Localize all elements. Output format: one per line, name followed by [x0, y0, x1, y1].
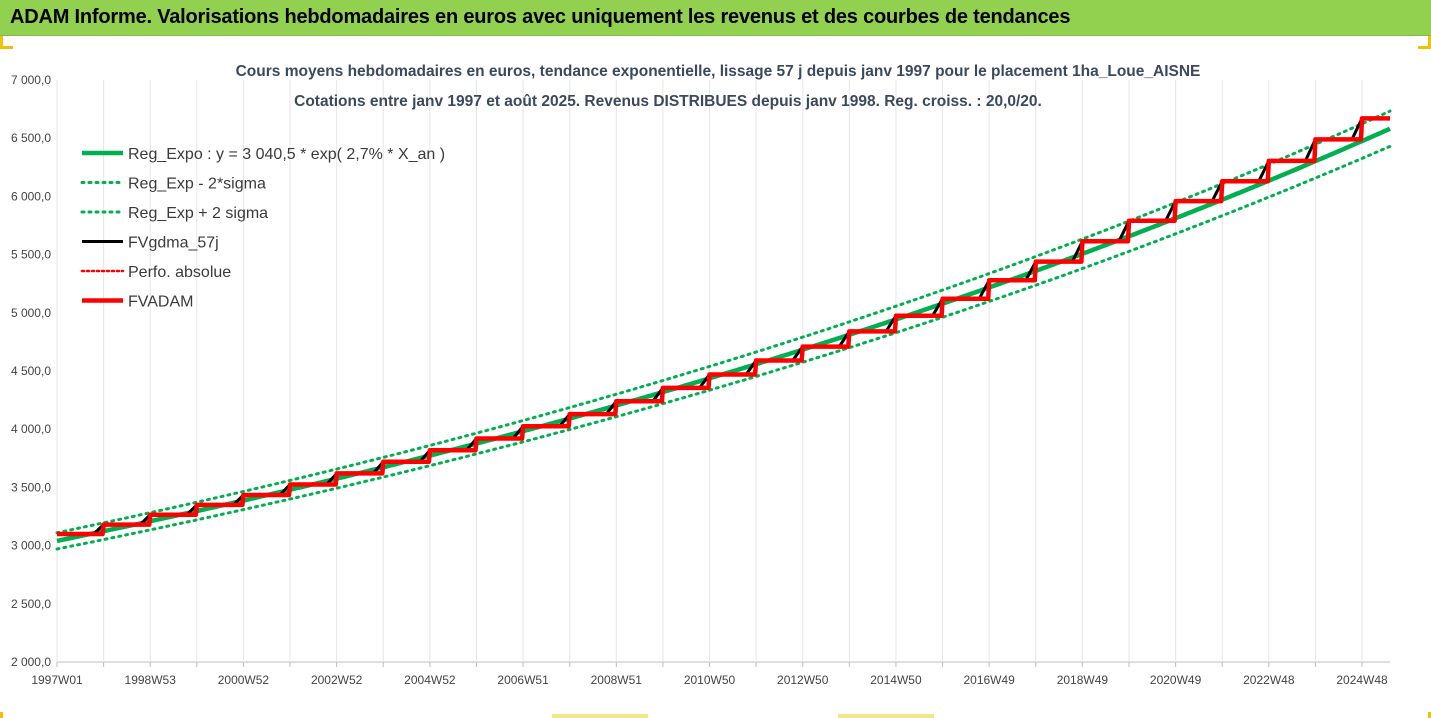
y-tick-labels: 2 000,0 2 500,0 3 000,0 3 500,0 4 000,0 4 500… [11, 73, 51, 669]
y-tick-label: 6 500,0 [11, 131, 51, 145]
chart-svg: Cours moyens hebdomadaires en euros, ten… [11, 63, 1392, 687]
y-tick-label: 2 000,0 [11, 655, 51, 669]
corner-marker-right [1418, 36, 1431, 49]
corner-marker-left [0, 36, 13, 49]
chart-area: Cours moyens hebdomadaires en euros, ten… [0, 36, 1431, 718]
legend: Reg_Expo : y = 3 040,5 * exp( 2,7% * X_a… [80, 146, 445, 311]
x-tick-label: 2010W50 [684, 673, 736, 687]
sheet-handle-left [552, 714, 648, 718]
legend-label: FVADAM [128, 294, 193, 311]
legend-label: Reg_Exp - 2*sigma [128, 176, 266, 193]
y-tick-label: 3 000,0 [11, 539, 51, 553]
x-tick-label: 2018W49 [1057, 673, 1109, 687]
y-tick-label: 5 000,0 [11, 306, 51, 320]
y-tick-label: 5 500,0 [11, 248, 51, 262]
corner-marker-bottom-right [1418, 712, 1431, 718]
x-tick-label: 1998W53 [125, 673, 177, 687]
y-tick-label: 4 000,0 [11, 422, 51, 436]
y-tick-label: 7 000,0 [11, 73, 51, 87]
series-fvadam [57, 116, 1390, 537]
y-tick-label: 6 000,0 [11, 189, 51, 203]
x-tick-label: 2020W49 [1150, 673, 1202, 687]
x-tick-label: 2006W51 [497, 673, 549, 687]
x-tick-label: 2002W52 [311, 673, 363, 687]
report-title: ADAM Informe. Valorisations hebdomadaire… [10, 6, 1071, 28]
x-tick-label: 2024W48 [1336, 673, 1388, 687]
legend-label: FVgdma_57j [128, 235, 219, 252]
y-tick-label: 4 500,0 [11, 364, 51, 378]
x-tick-label: 2008W51 [591, 673, 643, 687]
grid-layer [56, 80, 1390, 667]
x-tick-label: 2022W48 [1243, 673, 1295, 687]
y-tick-label: 3 500,0 [11, 480, 51, 494]
y-tick-label: 2 500,0 [11, 597, 51, 611]
legend-label: Reg_Exp + 2 sigma [128, 205, 268, 222]
chart-title: Cours moyens hebdomadaires en euros, ten… [236, 63, 1201, 80]
series-reg-exp-minus-2sigma [55, 144, 1392, 551]
report-banner: ADAM Informe. Valorisations hebdomadaire… [0, 0, 1431, 36]
series-reg-exp-plus-2sigma [55, 109, 1392, 535]
legend-label: Reg_Expo : y = 3 040,5 * exp( 2,7% * X_a… [128, 146, 445, 163]
sheet-handle-right [838, 714, 934, 718]
x-tick-label: 1997W01 [31, 673, 83, 687]
x-tick-label: 2004W52 [404, 673, 456, 687]
corner-marker-bottom-left [0, 712, 13, 718]
x-tick-label: 2012W50 [777, 673, 829, 687]
x-tick-label: 2014W50 [870, 673, 922, 687]
series-layer [55, 109, 1392, 551]
x-tick-label: 2000W52 [218, 673, 270, 687]
legend-label: Perfo. absolue [128, 264, 231, 281]
x-tick-labels: 1997W01 1998W53 2000W52 2002W52 2004W52 2006W… [31, 673, 1388, 687]
x-tick-label: 2016W49 [963, 673, 1015, 687]
chart-subtitle: Cotations entre janv 1997 et août 2025. … [294, 93, 1042, 110]
